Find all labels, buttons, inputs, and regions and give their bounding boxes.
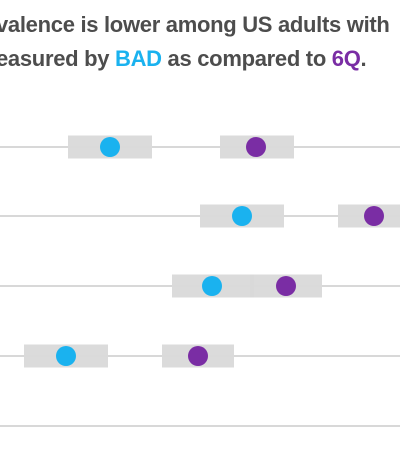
bad-point	[232, 206, 252, 226]
sixq-point	[246, 137, 266, 157]
title-text-2-middle: as compared to	[161, 46, 332, 71]
sixq-point	[276, 276, 296, 296]
chart-title-line-2: easured by BAD as compared to 6Q.	[0, 46, 367, 72]
title-keyword-6q: 6Q	[331, 46, 361, 71]
sixq-point	[188, 346, 208, 366]
title-text-2-suffix: .	[360, 46, 367, 71]
title-text-2-prefix: easured by	[0, 46, 115, 71]
chart-title-line-1: valence is lower among US adults with	[0, 12, 390, 38]
bad-point	[100, 137, 120, 157]
bad-point	[202, 276, 222, 296]
title-keyword-bad: BAD	[114, 46, 162, 71]
bad-point	[56, 346, 76, 366]
title-text-1: valence is lower among US adults with	[0, 12, 390, 37]
sixq-point	[364, 206, 384, 226]
